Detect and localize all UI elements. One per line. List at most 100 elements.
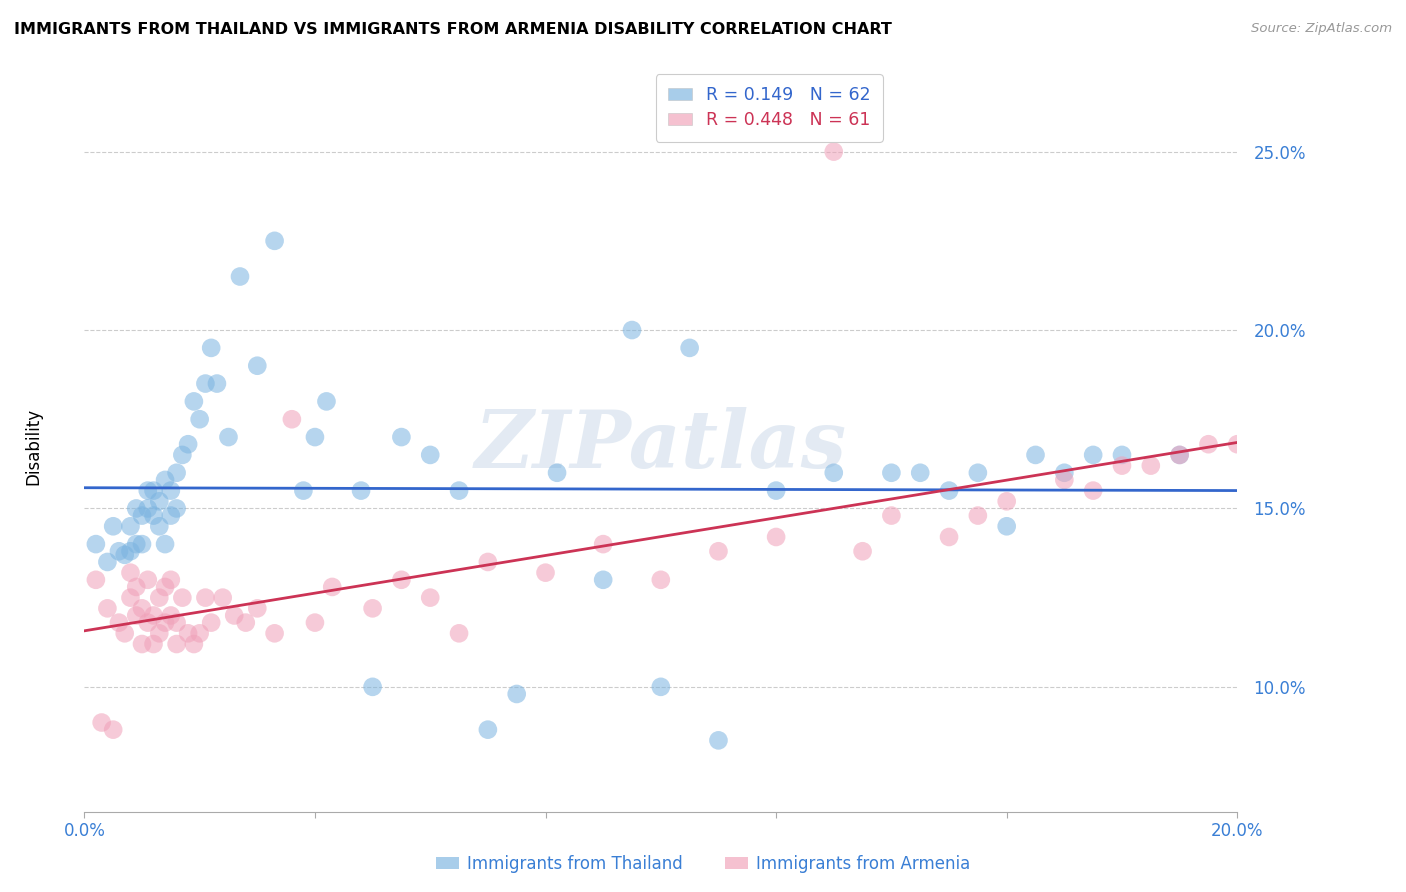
Text: Source: ZipAtlas.com: Source: ZipAtlas.com — [1251, 22, 1392, 36]
Point — [160, 608, 183, 623]
Point — [391, 573, 413, 587]
Point — [200, 341, 222, 355]
Point — [120, 519, 142, 533]
Point — [84, 537, 107, 551]
Point — [707, 544, 730, 558]
Point — [148, 591, 170, 605]
Point — [205, 376, 228, 391]
Point — [315, 394, 337, 409]
Point — [183, 394, 205, 409]
Point — [166, 501, 188, 516]
Point — [263, 234, 285, 248]
Point — [506, 687, 529, 701]
Point — [823, 145, 845, 159]
Point — [1111, 458, 1133, 473]
Point — [1111, 448, 1133, 462]
Point — [177, 626, 200, 640]
Point — [650, 573, 672, 587]
Point — [160, 508, 183, 523]
Point — [142, 483, 165, 498]
Point — [125, 537, 148, 551]
Point — [419, 448, 441, 462]
Point — [120, 566, 142, 580]
Point — [1198, 437, 1220, 451]
Point — [125, 608, 148, 623]
Point — [131, 637, 153, 651]
Point — [852, 544, 875, 558]
Point — [263, 626, 285, 640]
Point — [1168, 448, 1191, 462]
Point — [96, 601, 118, 615]
Point — [136, 483, 159, 498]
Point — [160, 483, 183, 498]
Point — [108, 544, 131, 558]
Point — [84, 573, 107, 587]
Point — [449, 483, 471, 498]
Point — [172, 448, 194, 462]
Y-axis label: Disability: Disability — [25, 408, 42, 484]
Point — [166, 637, 188, 651]
Point — [292, 483, 315, 498]
Point — [1083, 483, 1105, 498]
Point — [114, 626, 136, 640]
Point — [592, 573, 614, 587]
Point — [211, 591, 233, 605]
Point — [153, 473, 176, 487]
Point — [621, 323, 644, 337]
Point — [477, 555, 499, 569]
Point — [148, 494, 170, 508]
Point — [188, 412, 211, 426]
Point — [136, 615, 159, 630]
Point — [995, 494, 1018, 508]
Point — [194, 376, 217, 391]
Point — [142, 608, 165, 623]
Point — [108, 615, 131, 630]
Point — [148, 626, 170, 640]
Point — [125, 501, 148, 516]
Text: ZIPatlas: ZIPatlas — [475, 408, 846, 484]
Point — [304, 430, 326, 444]
Point — [1053, 473, 1076, 487]
Point — [153, 537, 176, 551]
Point — [142, 508, 165, 523]
Point — [166, 466, 188, 480]
Point — [938, 530, 960, 544]
Point — [177, 437, 200, 451]
Point — [160, 573, 183, 587]
Point — [823, 466, 845, 480]
Point — [910, 466, 932, 480]
Point — [880, 466, 903, 480]
Point — [967, 508, 990, 523]
Point — [995, 519, 1018, 533]
Point — [125, 580, 148, 594]
Point — [136, 573, 159, 587]
Point — [534, 566, 557, 580]
Point — [321, 580, 343, 594]
Point — [1168, 448, 1191, 462]
Point — [1025, 448, 1047, 462]
Point — [136, 501, 159, 516]
Point — [1053, 466, 1076, 480]
Point — [546, 466, 568, 480]
Point — [194, 591, 217, 605]
Point — [592, 537, 614, 551]
Text: IMMIGRANTS FROM THAILAND VS IMMIGRANTS FROM ARMENIA DISABILITY CORRELATION CHART: IMMIGRANTS FROM THAILAND VS IMMIGRANTS F… — [14, 22, 891, 37]
Point — [120, 544, 142, 558]
Point — [967, 466, 990, 480]
Point — [1083, 448, 1105, 462]
Point — [172, 591, 194, 605]
Point — [938, 483, 960, 498]
Point — [449, 626, 471, 640]
Point — [1140, 458, 1163, 473]
Point — [229, 269, 252, 284]
Point — [218, 430, 240, 444]
Point — [96, 555, 118, 569]
Point — [183, 637, 205, 651]
Point — [246, 601, 269, 615]
Point — [880, 508, 903, 523]
Point — [200, 615, 222, 630]
Point — [1226, 437, 1249, 451]
Point — [361, 680, 384, 694]
Point — [148, 519, 170, 533]
Point — [391, 430, 413, 444]
